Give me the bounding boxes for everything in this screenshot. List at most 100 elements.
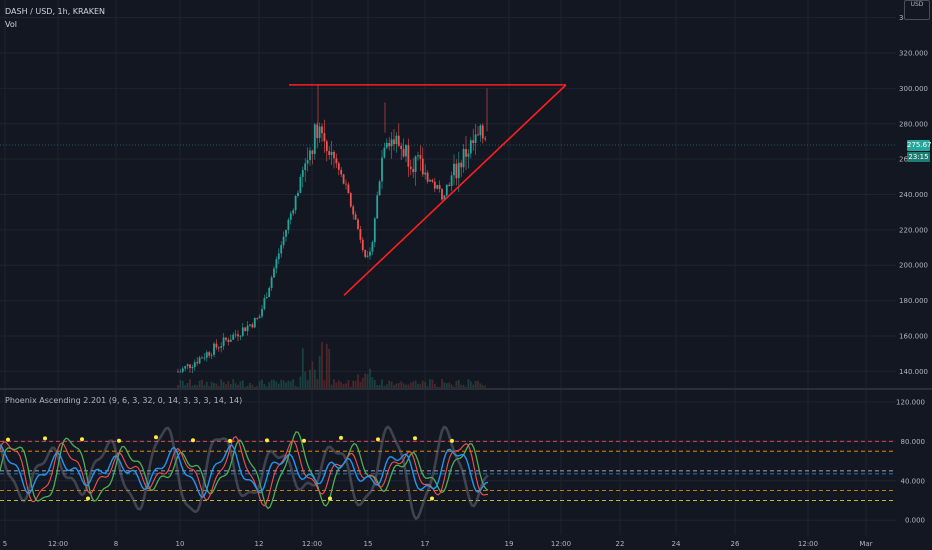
price-axis[interactable]: 140.000 160.000 180.000 200.000 220.000 240.0… bbox=[899, 14, 928, 376]
volume-bar bbox=[481, 384, 484, 389]
candle-body bbox=[345, 183, 347, 185]
candle-body bbox=[414, 156, 417, 173]
candle-body bbox=[381, 157, 383, 182]
price-tick-label: 240.000 bbox=[899, 191, 928, 199]
candle-body bbox=[201, 357, 203, 359]
candle-body bbox=[412, 168, 415, 173]
osc-overbought-marker bbox=[339, 435, 343, 440]
candle-body bbox=[393, 139, 395, 145]
candle-body bbox=[198, 357, 201, 364]
oscillator-title[interactable]: Phoenix Ascending 2.201 (9, 6, 3, 32, 0,… bbox=[5, 396, 243, 405]
candle-body bbox=[277, 253, 280, 260]
volume-bar bbox=[191, 385, 194, 389]
volume-bar bbox=[397, 383, 400, 389]
osc-overbought-marker bbox=[413, 436, 417, 441]
osc-series-line bbox=[0, 425, 489, 521]
candle-body bbox=[258, 316, 261, 319]
osc-series-line bbox=[0, 431, 489, 510]
oscillator-axis[interactable]: 0.000 40.000 80.000 120.000 bbox=[896, 398, 925, 524]
volume-bar bbox=[388, 380, 391, 389]
candle-body bbox=[429, 179, 431, 182]
volume-bar bbox=[304, 371, 307, 389]
bar-countdown-tag: 23:15 bbox=[907, 152, 930, 162]
osc-oversold-marker bbox=[328, 496, 332, 501]
volume-bar bbox=[239, 381, 242, 389]
candle-body bbox=[479, 125, 482, 136]
volume-bar bbox=[201, 379, 203, 389]
osc-overbought-marker bbox=[376, 437, 380, 442]
volume-bar bbox=[366, 374, 369, 389]
volume-bar bbox=[402, 383, 405, 389]
candle-body bbox=[282, 236, 285, 246]
grid-lines bbox=[0, 0, 896, 535]
volume-bar bbox=[462, 385, 465, 389]
volume-bar bbox=[414, 380, 417, 389]
volume-bar bbox=[184, 385, 187, 389]
volume-bar bbox=[287, 380, 290, 389]
symbol-title[interactable]: DASH / USD, 1h, KRAKEN bbox=[5, 7, 106, 16]
osc-tick-label: 120.000 bbox=[896, 398, 925, 406]
osc-tick-label: 0.000 bbox=[905, 517, 925, 525]
volume-bar bbox=[256, 386, 259, 389]
volume-label[interactable]: Vol bbox=[5, 20, 17, 29]
trendlines bbox=[289, 84, 567, 296]
volume-bar bbox=[419, 383, 422, 389]
oscillator-series bbox=[0, 425, 489, 521]
volume-bar bbox=[364, 373, 367, 389]
candle-body bbox=[421, 158, 424, 175]
candle-body bbox=[253, 318, 256, 328]
time-tick-label: 22 bbox=[616, 540, 625, 548]
volume-bar bbox=[376, 385, 379, 389]
currency-badge[interactable]: USD bbox=[904, 0, 930, 20]
volume-bar bbox=[424, 381, 427, 389]
volume-bar bbox=[261, 379, 263, 389]
volume-bar bbox=[251, 384, 254, 389]
candle-body bbox=[357, 219, 359, 229]
candle-body bbox=[441, 189, 443, 200]
candle-body bbox=[342, 174, 345, 184]
candle-body bbox=[239, 335, 242, 337]
candle-body bbox=[265, 297, 268, 299]
candle-body bbox=[352, 206, 355, 215]
volume-bar bbox=[270, 379, 273, 389]
volume-bar bbox=[450, 384, 453, 389]
time-tick-label: 8 bbox=[114, 540, 118, 548]
volume-bar bbox=[333, 379, 335, 389]
candle-body bbox=[472, 140, 475, 143]
volume-bar bbox=[282, 380, 285, 389]
volume-bar bbox=[210, 381, 213, 389]
volume-bar bbox=[203, 385, 206, 389]
volume-bar bbox=[395, 383, 398, 389]
volume-bar bbox=[253, 386, 256, 389]
volume-bar bbox=[460, 384, 463, 389]
time-tick-label: 12:00 bbox=[302, 540, 322, 548]
candle-body bbox=[407, 145, 410, 167]
volume-bar bbox=[220, 379, 223, 389]
volume-bar bbox=[479, 383, 482, 389]
candle-body bbox=[364, 249, 367, 257]
candle-body bbox=[436, 185, 439, 189]
time-tick-label: 15 bbox=[364, 540, 373, 548]
candle-body bbox=[484, 138, 487, 140]
candle-body bbox=[340, 169, 343, 175]
volume-bar bbox=[448, 382, 451, 389]
candle-body bbox=[450, 175, 453, 187]
volume-bars bbox=[177, 341, 487, 389]
time-axis[interactable]: 5 12:00 8 10 12 12:00 15 17 19 12:00 22 24 26 12:00 Ma… bbox=[3, 540, 873, 548]
volume-bar bbox=[232, 379, 235, 389]
volume-bar bbox=[361, 377, 364, 389]
volume-bar bbox=[443, 382, 446, 389]
candle-body bbox=[196, 362, 199, 364]
candle-body bbox=[433, 181, 436, 189]
volume-bar bbox=[412, 381, 415, 389]
candle-body bbox=[376, 195, 379, 219]
volume-bar bbox=[306, 379, 309, 389]
volume-bar bbox=[318, 355, 321, 389]
volume-bar bbox=[457, 379, 460, 389]
candle-body bbox=[455, 163, 458, 179]
candle-body bbox=[203, 357, 206, 359]
osc-oversold-marker bbox=[430, 496, 434, 501]
volume-bar bbox=[292, 379, 295, 389]
candle-body bbox=[333, 151, 335, 159]
